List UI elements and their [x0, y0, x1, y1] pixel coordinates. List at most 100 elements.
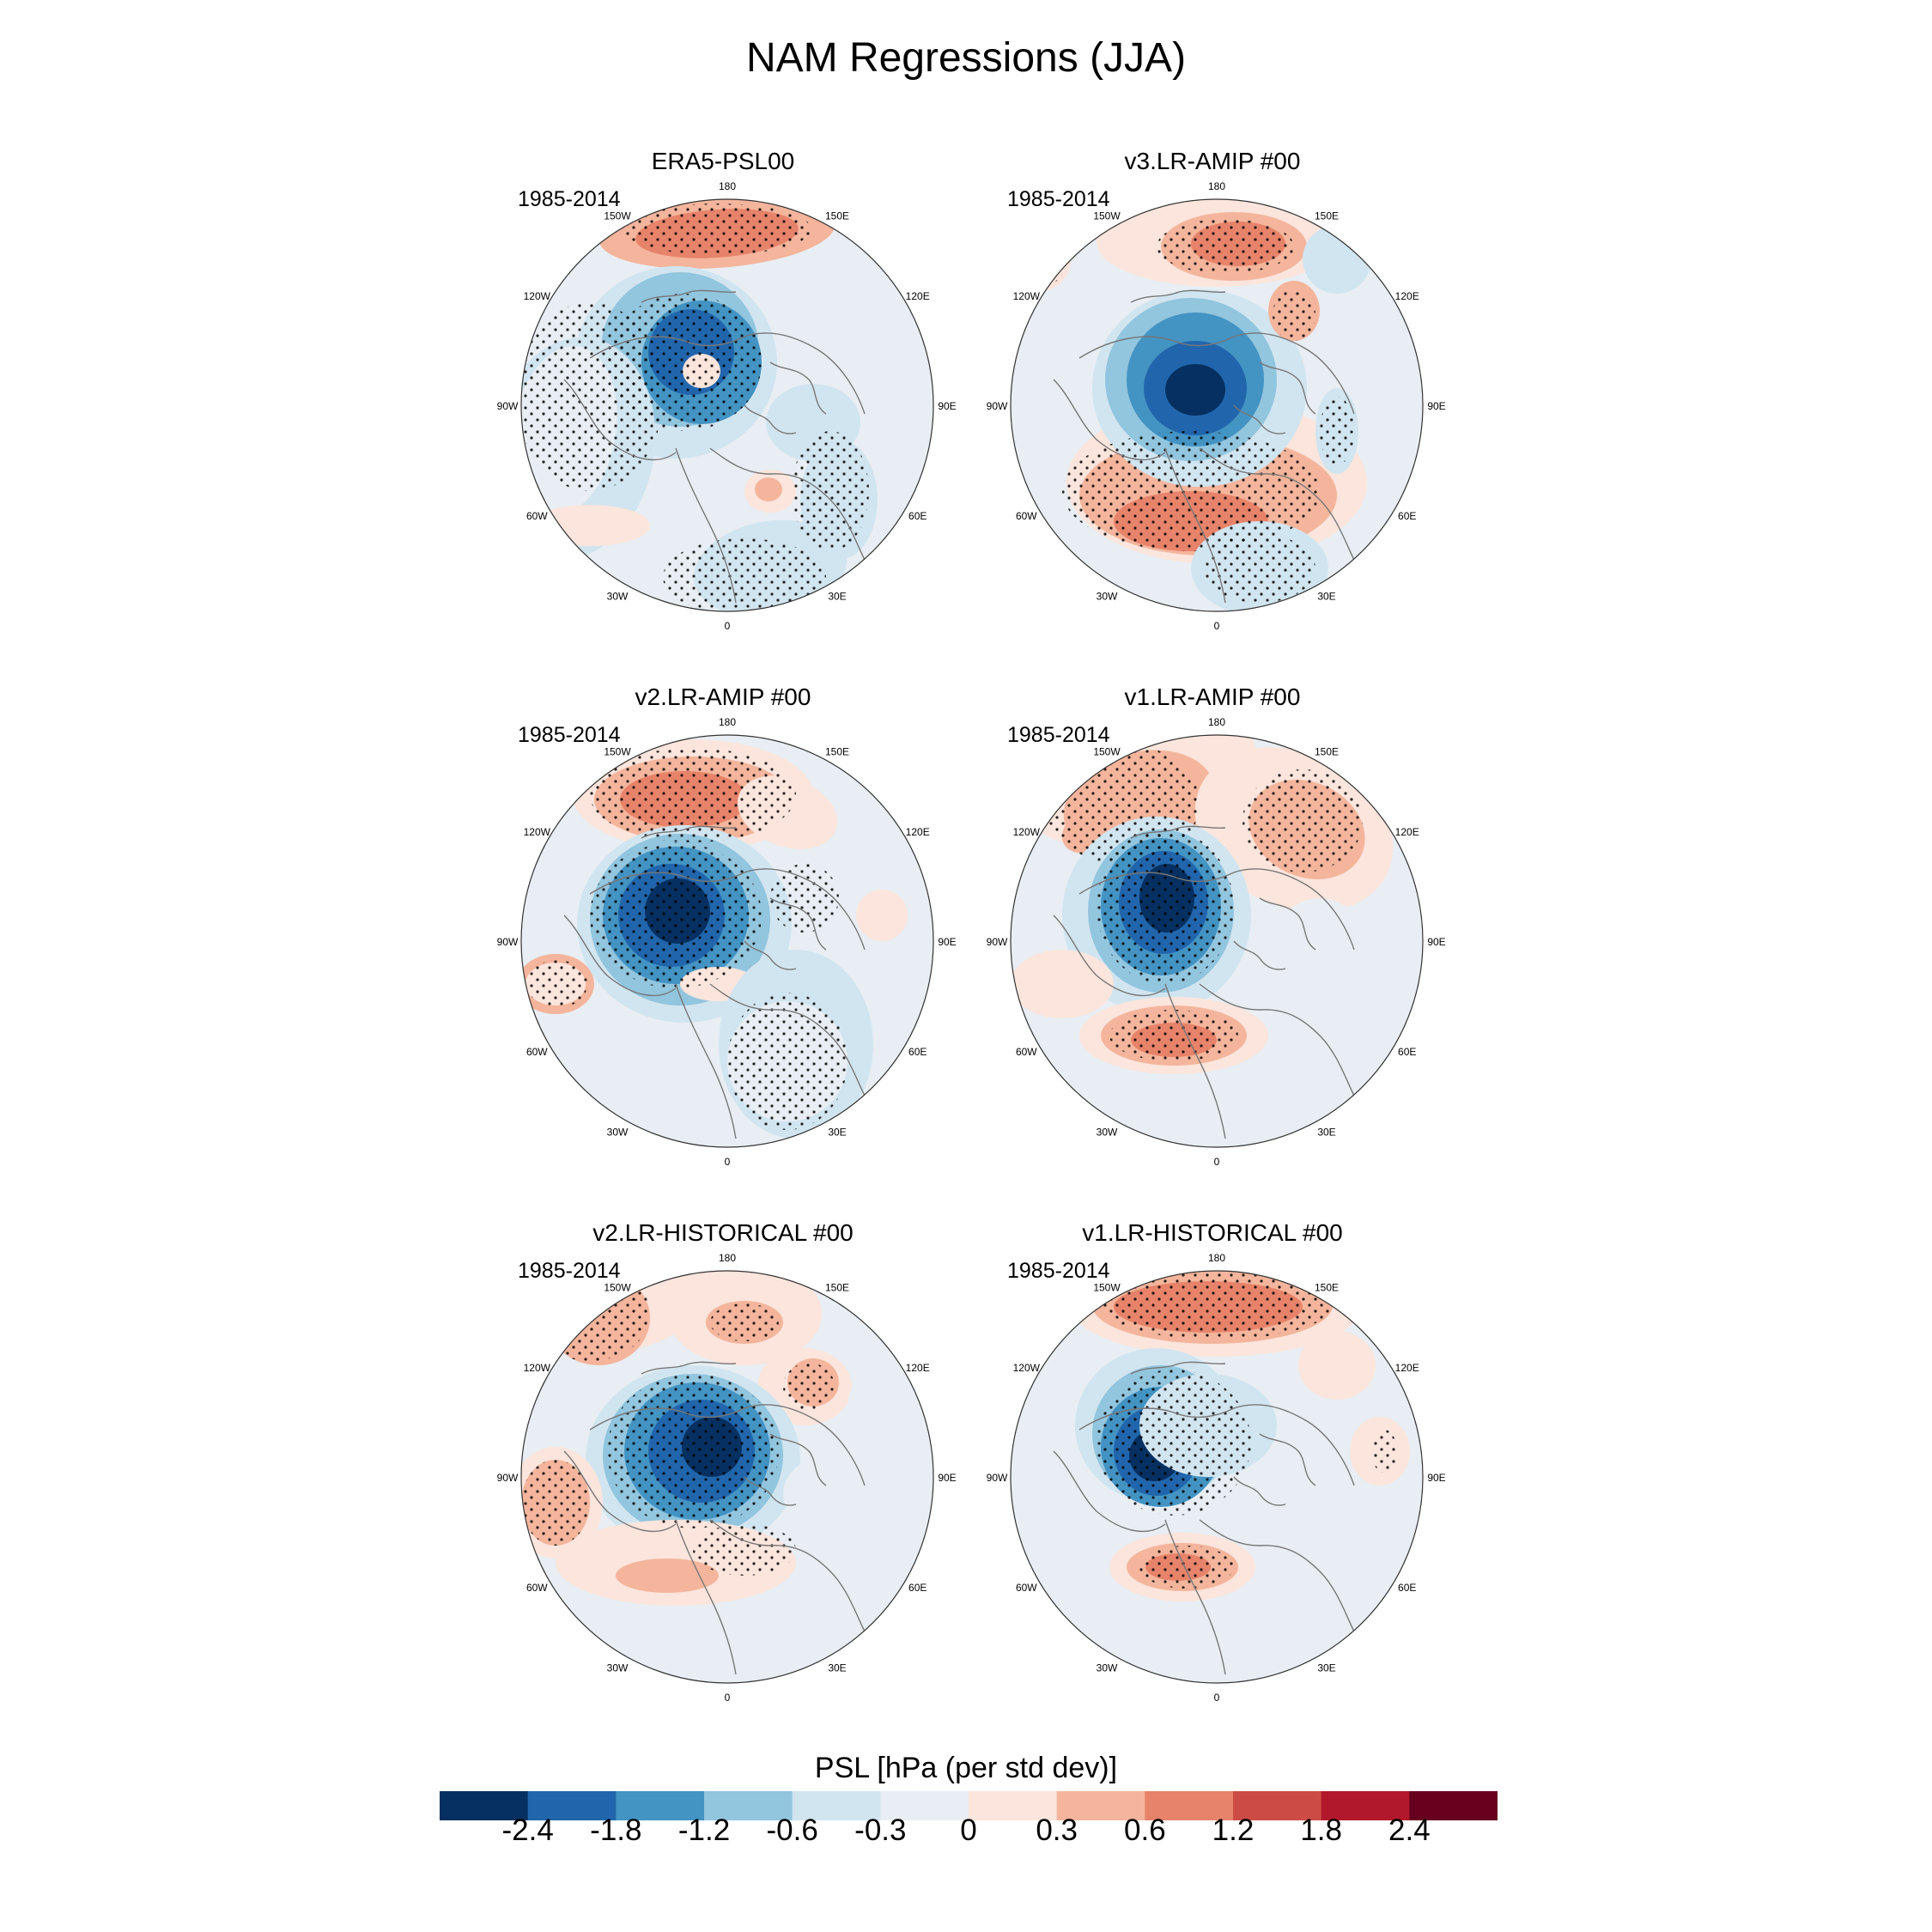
longitude-label: 60E: [908, 510, 927, 522]
longitude-label: 150W: [1093, 1281, 1121, 1293]
colorbar-segment: [704, 1791, 793, 1820]
longitude-label: 180: [719, 180, 736, 192]
colorbar-tick-label: -1.8: [590, 1814, 642, 1847]
map-boundary: [520, 1270, 934, 1684]
longitude-label: 180: [719, 1252, 736, 1264]
colorbar-title: PSL [hPa (per std dev)]: [814, 1752, 1118, 1784]
longitude-label: 60W: [526, 1582, 548, 1594]
colorbar-tick-label: 1.2: [1212, 1814, 1255, 1847]
figure-title: NAM Regressions (JJA): [745, 35, 1187, 81]
longitude-label: 90E: [1427, 400, 1445, 412]
longitude-label: 150W: [1093, 210, 1121, 222]
longitude-label: 30W: [1097, 1127, 1118, 1139]
longitude-label: 150W: [604, 210, 631, 222]
longitude-label: 120W: [524, 290, 551, 302]
longitude-label: 90W: [497, 400, 519, 412]
polar-map-v2-historical: 180 150E 120E 90E 60E 30E 0 30W 60W 90W 120W 150W: [497, 1252, 957, 1704]
panel-title: v2.LR-AMIP #00: [635, 683, 811, 710]
significance-stipple: [623, 204, 811, 255]
coastline: [1164, 447, 1226, 604]
anomaly-contour: [783, 1455, 878, 1533]
coastline: [1233, 1476, 1286, 1506]
coastline: [563, 1450, 677, 1533]
significance-stipple: [770, 864, 839, 933]
anomaly-contour: [1268, 898, 1371, 1018]
longitude-label: 90E: [938, 1472, 956, 1484]
colorbar-segment: [1321, 1791, 1410, 1820]
longitude-label: 120E: [1395, 826, 1419, 838]
coastline: [1233, 940, 1286, 970]
colorbar-segment: [440, 1791, 529, 1820]
longitude-label: 30E: [1317, 591, 1335, 603]
significance-stipple: [1097, 829, 1234, 984]
anomaly-contour: [1298, 1331, 1376, 1400]
longitude-label: 90W: [497, 1472, 519, 1484]
coastline: [641, 1361, 737, 1375]
significance-stipple: [1101, 1271, 1333, 1340]
longitude-label: 120E: [906, 1362, 930, 1374]
colorbar-tick-label: -0.3: [854, 1814, 907, 1847]
longitude-label: 120W: [1013, 290, 1041, 302]
longitude-label: 90E: [938, 400, 956, 412]
map-boundary: [520, 734, 934, 1148]
coastline: [1259, 897, 1316, 951]
anomaly-contour: [755, 477, 782, 501]
longitude-label: 90W: [987, 936, 1008, 948]
longitude-label: 90E: [1427, 1472, 1445, 1484]
map-boundary: [520, 198, 934, 612]
longitude-label: 60W: [1016, 510, 1037, 522]
field-layer: [1011, 1271, 1423, 1683]
map-boundary: [1010, 1270, 1424, 1684]
longitude-label: 150E: [825, 1281, 849, 1293]
anomaly-contour: [848, 1365, 916, 1451]
significance-stipple: [1242, 769, 1363, 872]
longitude-label: 60W: [526, 1046, 548, 1058]
coastline: [589, 332, 866, 415]
colorbar-segment: [1056, 1791, 1145, 1820]
longitude-label: 60W: [1016, 1582, 1037, 1594]
coastline: [563, 379, 677, 461]
longitude-label: 120E: [906, 290, 930, 302]
longitude-label: 180: [1208, 1252, 1225, 1264]
colorbar-segment: [792, 1791, 881, 1820]
significance-stipple: [590, 748, 796, 842]
longitude-label: 30E: [828, 591, 846, 603]
colorbar-tick-label: -0.6: [766, 1814, 818, 1847]
coastline: [1130, 1361, 1226, 1375]
longitude-label: 30W: [607, 1662, 629, 1674]
significance-stipple: [607, 1374, 779, 1528]
coastline: [1199, 447, 1355, 561]
coastline: [769, 1433, 827, 1486]
polar-map-era5: 180 150E 120E 90E 60E 30E 0 30W 60W 90W 120W 150W: [497, 180, 957, 632]
anomaly-contour: [1011, 950, 1114, 1018]
panel-title: ERA5-PSL00: [651, 148, 795, 174]
anomaly-contour: [856, 890, 908, 941]
colorbar-tick-label: 0.3: [1036, 1814, 1078, 1847]
significance-stipple: [1157, 219, 1294, 274]
longitude-label: 30E: [828, 1662, 846, 1674]
significance-stipple: [710, 1303, 779, 1341]
field-layer: [521, 735, 933, 1147]
longitude-label: 0: [725, 1156, 731, 1168]
longitude-label: 30W: [607, 1127, 629, 1139]
field-layer: [521, 199, 933, 611]
coastline: [1078, 332, 1355, 415]
colorbar-segment: [880, 1791, 969, 1820]
longitude-label: 90W: [987, 400, 1008, 412]
longitude-label: 0: [1214, 1156, 1220, 1168]
longitude-label: 120W: [1013, 1362, 1041, 1374]
significance-stipple: [693, 1524, 796, 1576]
longitude-label: 150W: [1093, 745, 1121, 757]
colorbar: [440, 1791, 1498, 1820]
significance-stipple: [1204, 534, 1315, 603]
colorbar-tick-label: -2.4: [501, 1814, 554, 1847]
coastline: [744, 1476, 797, 1506]
panel-period: 1985-2014: [1007, 723, 1110, 747]
coastline: [709, 983, 866, 1097]
significance-stipple: [1371, 1430, 1397, 1473]
coastline: [744, 404, 797, 434]
longitude-label: 0: [1214, 620, 1220, 632]
significance-stipple: [1024, 234, 1066, 285]
coastline: [1164, 983, 1226, 1139]
anomaly-contour: [1165, 364, 1225, 416]
